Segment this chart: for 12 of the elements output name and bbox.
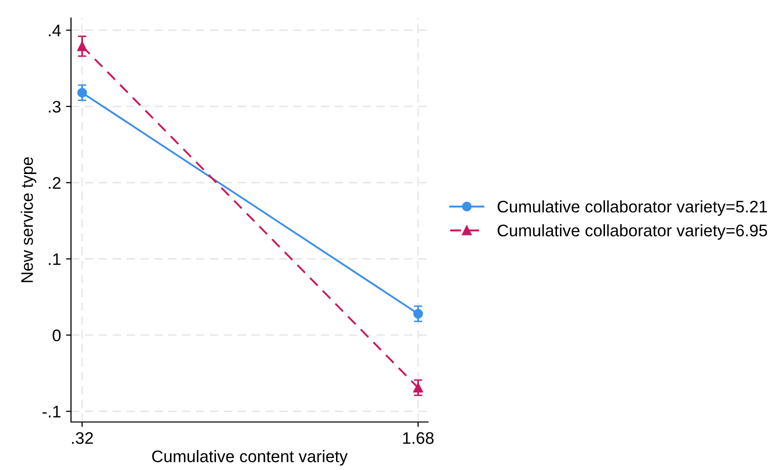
y-tick-label: 0 [52,330,61,342]
legend-label: Cumulative collaborator variety=6.95 [498,224,768,240]
y-tick-label: -.1 [42,406,60,418]
x-tick-label: .32 [72,432,93,444]
legend-label: Cumulative collaborator variety=5.21 [498,200,767,216]
y-axis-title: New service type [20,157,36,282]
y-tick-label: .2 [48,177,60,189]
y-tick-label: .4 [48,24,61,36]
x-tick-label: 1.68 [403,432,434,444]
x-axis-title: Cumulative content variety [152,450,348,466]
y-tick-label: .1 [48,253,60,265]
y-tick-label: .3 [48,100,61,113]
